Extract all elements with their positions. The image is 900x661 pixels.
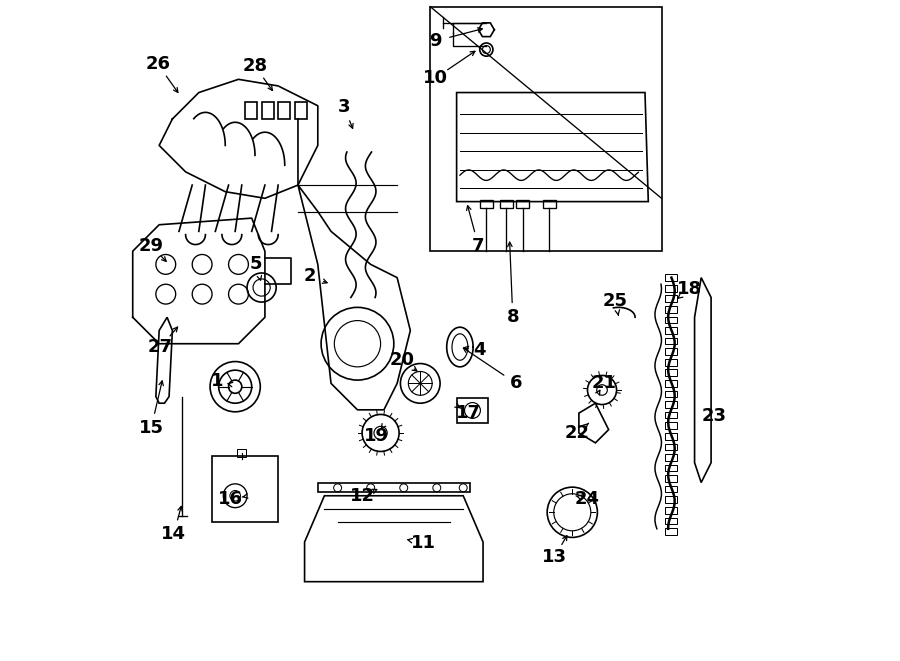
Bar (665, 518, 677, 524)
Bar (665, 306, 677, 313)
Bar (665, 380, 677, 387)
Bar (665, 317, 677, 323)
Text: 27: 27 (148, 338, 173, 356)
Text: 17: 17 (456, 404, 481, 422)
Bar (665, 348, 677, 355)
Text: 4: 4 (473, 341, 486, 360)
Bar (294, 102, 307, 119)
Bar (665, 422, 677, 429)
Bar (665, 412, 677, 418)
Bar (665, 507, 677, 514)
Bar (665, 465, 677, 471)
Bar (665, 454, 677, 461)
Text: 26: 26 (145, 55, 170, 73)
Text: 2: 2 (303, 267, 316, 286)
Bar (665, 528, 677, 535)
Bar (456, 398, 489, 423)
Text: 19: 19 (364, 427, 389, 446)
Bar (665, 369, 677, 376)
Text: 16: 16 (218, 490, 243, 508)
Bar (245, 102, 257, 119)
Text: 23: 23 (702, 407, 727, 426)
Bar (500, 200, 513, 208)
Text: 10: 10 (423, 69, 448, 87)
Bar (212, 456, 278, 522)
Bar (665, 444, 677, 450)
Bar (430, 7, 662, 251)
Bar (665, 486, 677, 492)
Text: 24: 24 (575, 490, 600, 508)
Text: 21: 21 (591, 374, 617, 393)
Bar (516, 200, 529, 208)
Text: 18: 18 (678, 280, 703, 298)
Text: 8: 8 (507, 308, 519, 327)
Text: 9: 9 (429, 32, 442, 50)
Text: 12: 12 (350, 486, 375, 505)
Text: 13: 13 (542, 548, 567, 566)
Bar (238, 449, 247, 457)
Text: 25: 25 (603, 292, 628, 310)
Bar (480, 200, 493, 208)
Text: 22: 22 (565, 424, 590, 442)
Bar (665, 391, 677, 397)
Bar (665, 295, 677, 302)
Bar (665, 274, 677, 281)
Bar (665, 359, 677, 366)
Text: 1: 1 (212, 372, 223, 391)
Text: 20: 20 (390, 351, 415, 369)
Bar (543, 200, 556, 208)
Text: 3: 3 (338, 98, 350, 116)
Bar (665, 401, 677, 408)
Text: 6: 6 (509, 374, 522, 393)
Bar (278, 102, 290, 119)
Text: 11: 11 (411, 534, 436, 553)
Text: 5: 5 (250, 255, 263, 274)
Bar (665, 496, 677, 503)
Bar (665, 475, 677, 482)
Text: 29: 29 (139, 237, 164, 255)
Text: 14: 14 (161, 525, 186, 543)
Text: 28: 28 (242, 57, 267, 75)
Bar (665, 327, 677, 334)
Bar (665, 285, 677, 292)
Bar (665, 338, 677, 344)
Text: 15: 15 (139, 418, 164, 437)
Text: 7: 7 (472, 237, 485, 255)
Bar (665, 433, 677, 440)
Bar (262, 102, 274, 119)
